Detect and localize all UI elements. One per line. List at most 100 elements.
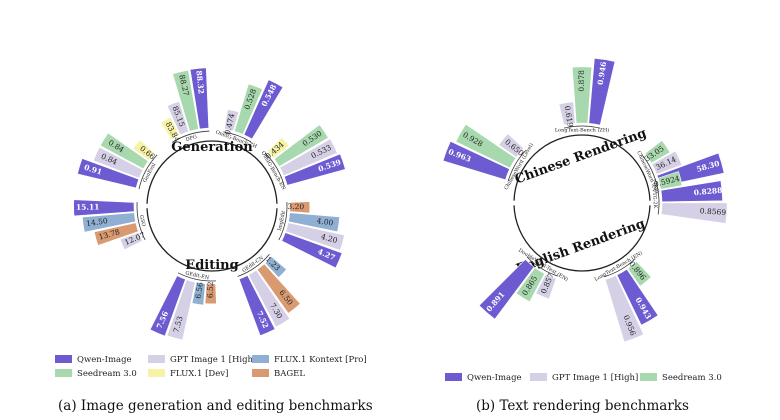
bar-cvtg-2k-gpt-image-1-high [660, 202, 728, 224]
bar-dpg-gpt-image-1-high [166, 100, 190, 136]
bar-longtext-bench-en-qwen-image [616, 268, 659, 326]
category-label-longtext-bench-zh: LongText-Bench (ZH) [555, 127, 609, 134]
bar-oneig-bench-en-seedream-3-0 [273, 124, 329, 167]
bar-gedit-cn-gpt-image-1-high [248, 269, 291, 328]
bar-chineseword-level-seedream-3-0 [455, 123, 517, 169]
value-label-gedit-en-flux-1-kontext-pro: 6.56 [194, 281, 205, 299]
category-tick [603, 258, 636, 278]
category-tick [278, 202, 288, 241]
value-label-gso-flux-1-kontext-pro: 14.50 [86, 216, 109, 228]
value-label-imgedit-bagel: 3.20 [287, 202, 304, 211]
legend-label-seedream-3-0: Seedream 3.0 [77, 369, 137, 379]
legend-label-qwen-image: Qwen-Image [77, 355, 132, 365]
value-label-longtext-bench-zh-gpt-image-1-high: 0.619 [563, 105, 575, 128]
bar-oneig-bench-zh-gpt-image-1-high [224, 109, 240, 132]
value-label-gedit-en-bagel: 6.52 [206, 281, 215, 298]
legend-label-b-qwen-image: Qwen-Image [467, 373, 522, 383]
value-label-gedit-en-gpt-image-1-high: 7.53 [171, 315, 184, 334]
bar-chineseword-all-gpt-image-1-high [651, 150, 683, 175]
bar-gedit-cn-bagel [256, 263, 301, 314]
bar-gedit-cn-qwen-image [238, 275, 276, 337]
legend-label-b-seedream-3-0: Seedream 3.0 [662, 373, 722, 383]
category-tick [177, 272, 216, 282]
bar-geneval-seedream-3-0 [99, 132, 149, 170]
value-label-cvtg-2k-gpt-image-1-high: 0.8569 [700, 206, 727, 217]
inner-arc [146, 140, 278, 204]
bar-gedit-en-qwen-image [149, 275, 186, 337]
bar-chineseword-level-qwen-image [442, 140, 510, 181]
value-label-imgedit-gpt-image-1-high: 4.20 [320, 232, 339, 245]
bar-oneig-bench-zh-qwen-image [243, 79, 284, 140]
bar-imgedit-qwen-image [281, 232, 343, 269]
bar-dpg-seedream-3-0 [172, 69, 199, 132]
value-label-gso-qwen-image: 15.11 [76, 202, 100, 211]
bar-gedit-cn-flux-1-kontext-pro [264, 256, 287, 279]
category-tick [136, 202, 146, 241]
category-tick [172, 130, 210, 143]
category-label-imgedit: ImgEdit [277, 210, 287, 231]
bar-geneval-qwen-image [77, 158, 140, 189]
inner-arc [513, 205, 651, 272]
category-tick [237, 253, 270, 277]
legend-swatch-b-qwen-image [445, 373, 462, 381]
bar-longtext-bench-zh-seedream-3-0 [571, 66, 593, 124]
legend-swatch-b-gpt-image-1-high [530, 373, 547, 381]
legend-swatch-bagel [252, 369, 269, 377]
bar-cvtg-2k-qwen-image [660, 180, 723, 203]
caption-a: (a) Image generation and editing benchma… [58, 398, 373, 414]
category-label-gso: GSO [138, 215, 146, 228]
category-tick [654, 178, 660, 215]
group-title-editing: Editing [185, 258, 238, 273]
category-tick [223, 131, 252, 143]
bar-longtext-bench-zh-gpt-image-1-high [558, 101, 576, 126]
bar-geneval-flux-1-dev [132, 139, 156, 161]
legend-swatch-seedream-3-0 [55, 369, 72, 377]
bar-gso-gpt-image-1-high [119, 232, 143, 251]
value-label-imgedit-flux-1-kontext-pro: 4.00 [316, 216, 334, 227]
bar-imgedit-bagel [289, 201, 311, 214]
legend-swatch-b-seedream-3-0 [640, 373, 657, 381]
bar-gedit-en-bagel [204, 283, 217, 305]
legend-swatch-flux-1-dev [148, 369, 165, 377]
value-label-dpg-qwen-image: 88.32 [194, 70, 205, 94]
legend-label-flux-1-dev: FLUX.1 [Dev] [170, 369, 228, 379]
bar-longtext-bench-zh-qwen-image [588, 57, 616, 126]
legend-swatch-gpt-image-1-high [148, 355, 165, 363]
bar-doubleword-text-en-qwen-image [478, 259, 535, 320]
bar-chineseword-all-seedream-3-0 [644, 139, 671, 164]
bar-longtext-bench-en-seedream-3-0 [627, 260, 652, 287]
bar-dpg-qwen-image [189, 67, 210, 130]
bar-longtext-bench-en-gpt-image-1-high [604, 275, 645, 343]
category-label-gedit-en: GEdit-EN [185, 270, 210, 281]
bar-imgedit-flux-1-kontext-pro [288, 212, 340, 233]
legend-label-bagel: BAGEL [274, 369, 305, 379]
bar-oneig-bench-en-gpt-image-1-high [279, 138, 338, 177]
legend-swatch-qwen-image [55, 355, 72, 363]
bar-gso-bagel [93, 222, 139, 246]
bar-imgedit-gpt-image-1-high [285, 222, 345, 251]
category-label-cvtg-2k: CVTG-2K [650, 185, 658, 209]
bar-chineseword-level-gpt-image-1-high [498, 133, 525, 158]
bar-gedit-en-flux-1-kontext-pro [191, 282, 206, 306]
bar-geneval-gpt-image-1-high [92, 146, 144, 179]
bar-cvtg-2k-seedream-3-0 [657, 171, 683, 190]
category-tick [526, 256, 558, 277]
bar-oneig-bench-zh-seedream-3-0 [233, 83, 263, 135]
inner-arc [513, 134, 651, 201]
inner-arc [146, 208, 278, 272]
category-tick [507, 149, 527, 182]
caption-b: (b) Text rendering benchmarks [476, 398, 689, 414]
category-tick [264, 152, 285, 187]
legend-swatch-flux-1-kontext-pro [252, 355, 269, 363]
bar-gedit-en-gpt-image-1-high [166, 279, 196, 341]
bar-dpg-flux-1-dev [160, 116, 180, 140]
category-tick [563, 125, 601, 129]
value-label-longtext-bench-zh-seedream-3-0: 0.878 [577, 70, 586, 92]
bar-doubleword-text-en-seedream-3-0 [515, 267, 545, 303]
value-label-cvtg-2k-qwen-image: 0.8288 [693, 186, 722, 197]
bar-doubleword-text-en-gpt-image-1-high [535, 273, 557, 300]
legend-label-flux-1-kontext-pro: FLUX.1 Kontext [Pro] [274, 355, 367, 365]
category-tick [138, 154, 158, 190]
